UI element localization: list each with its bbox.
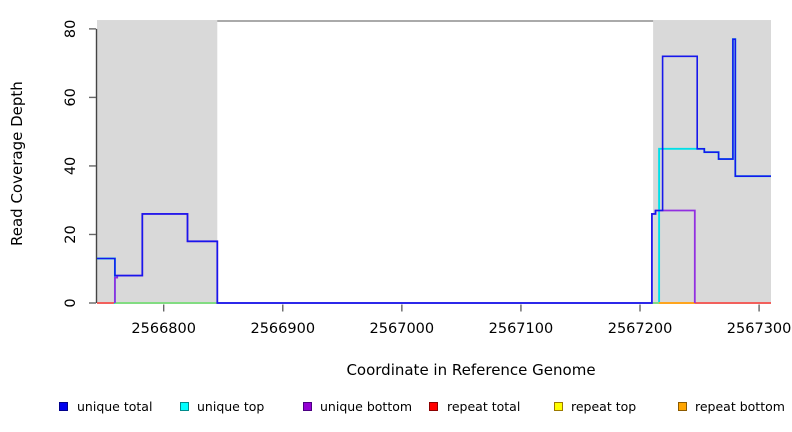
legend-label: repeat bottom bbox=[695, 399, 785, 414]
legend-swatch bbox=[429, 402, 438, 411]
y-tick-label: 0 bbox=[63, 298, 79, 307]
shaded-region bbox=[97, 20, 218, 303]
x-tick-label: 2567100 bbox=[489, 321, 554, 337]
legend-label: unique top bbox=[197, 399, 265, 414]
x-tick-label: 2566800 bbox=[131, 321, 196, 337]
x-tick-label: 2567000 bbox=[370, 321, 435, 337]
y-tick-label: 60 bbox=[63, 88, 79, 106]
legend-swatch bbox=[678, 402, 687, 411]
legend-label: unique total bbox=[77, 399, 153, 414]
legend-label: repeat top bbox=[571, 399, 637, 414]
x-tick-label: 2567200 bbox=[608, 321, 673, 337]
tick-labels: 2566800 2566900 2567000 2567100 2567200 25673… bbox=[63, 20, 791, 337]
y-tick-label: 20 bbox=[63, 225, 79, 243]
y-tick-label: 80 bbox=[63, 20, 79, 38]
x-axis-label: Coordinate in Reference Genome bbox=[346, 361, 596, 379]
legend-swatch bbox=[59, 402, 68, 411]
y-tick-label: 40 bbox=[63, 157, 79, 175]
series-line-unique-total bbox=[97, 38, 771, 304]
legend-label: repeat total bbox=[447, 399, 521, 414]
x-tick-label: 2567300 bbox=[727, 321, 792, 337]
legend: unique total unique top unique bottom repea… bbox=[0, 398, 792, 420]
series-lines bbox=[97, 38, 771, 304]
y-axis-label: Read Coverage Depth bbox=[8, 81, 26, 246]
x-tick-label: 2566900 bbox=[250, 321, 315, 337]
legend-label: unique bottom bbox=[320, 399, 413, 414]
legend-swatch bbox=[180, 402, 189, 411]
shaded-region bbox=[653, 20, 771, 303]
legend-swatch bbox=[303, 402, 312, 411]
legend-swatch bbox=[554, 402, 563, 411]
axes bbox=[89, 28, 760, 312]
shaded-repeat-regions bbox=[97, 20, 771, 303]
